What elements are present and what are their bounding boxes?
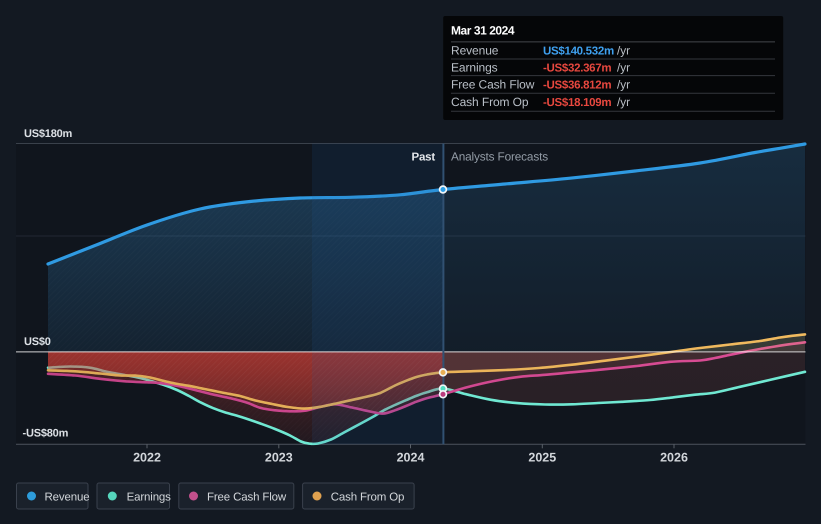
svg-text:US$140.532m: US$140.532m	[543, 45, 614, 57]
svg-text:2024: 2024	[397, 451, 425, 465]
svg-text:2025: 2025	[528, 451, 556, 465]
svg-text:Free Cash Flow: Free Cash Flow	[451, 77, 535, 91]
svg-text:Mar 31 2024: Mar 31 2024	[451, 24, 515, 38]
svg-text:US$0: US$0	[24, 336, 51, 348]
svg-text:US$180m: US$180m	[24, 128, 73, 140]
svg-text:/yr: /yr	[617, 95, 630, 109]
svg-text:-US$18.109m: -US$18.109m	[543, 97, 611, 109]
svg-text:Revenue: Revenue	[451, 43, 499, 57]
svg-text:Revenue: Revenue	[45, 492, 90, 504]
svg-text:Past: Past	[412, 152, 436, 164]
svg-text:-US$32.367m: -US$32.367m	[543, 62, 611, 74]
svg-text:Earnings: Earnings	[127, 492, 172, 504]
svg-text:-US$36.812m: -US$36.812m	[543, 79, 611, 91]
svg-text:/yr: /yr	[617, 43, 630, 57]
svg-text:Cash From Op: Cash From Op	[331, 492, 405, 504]
svg-text:2026: 2026	[660, 451, 688, 465]
svg-text:/yr: /yr	[617, 77, 630, 91]
svg-text:Free Cash Flow: Free Cash Flow	[207, 492, 287, 504]
svg-text:-US$80m: -US$80m	[23, 427, 69, 439]
svg-text:2022: 2022	[133, 451, 161, 465]
svg-text:Analysts Forecasts: Analysts Forecasts	[451, 150, 548, 164]
svg-text:Cash From Op: Cash From Op	[451, 95, 529, 109]
svg-text:2023: 2023	[265, 451, 293, 465]
svg-text:/yr: /yr	[617, 60, 630, 74]
svg-text:Earnings: Earnings	[451, 60, 498, 74]
